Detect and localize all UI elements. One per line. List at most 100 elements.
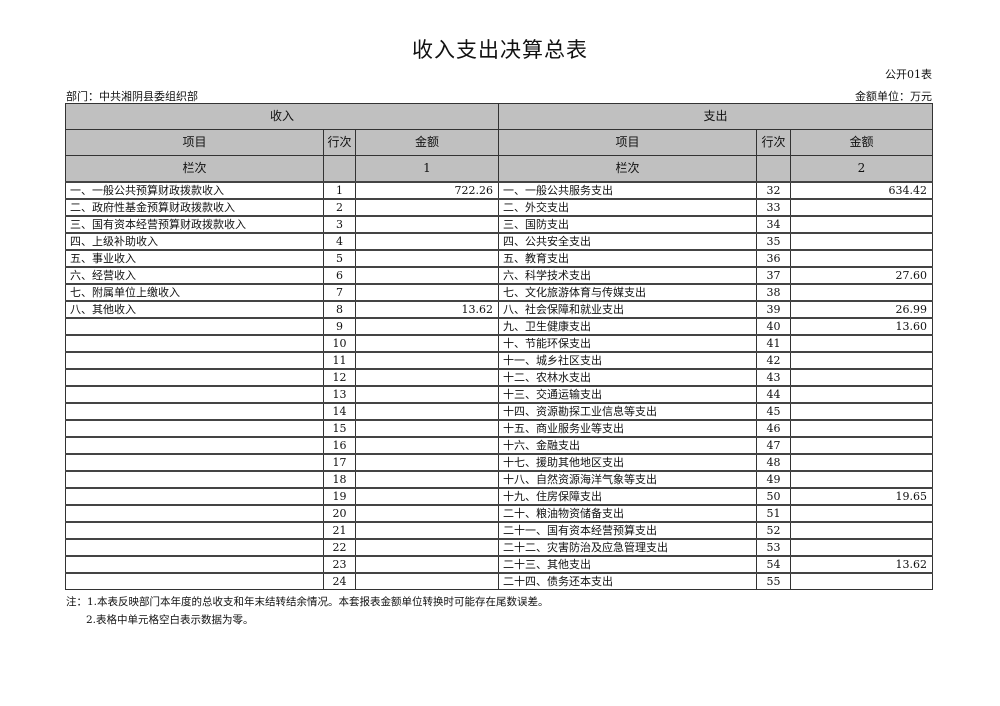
income-line-no: 3 <box>323 215 356 234</box>
income-item <box>65 453 324 472</box>
table-row: 14 十四、资源勘探工业信息等支出 45 <box>65 402 933 421</box>
unit-label: 金额单位：万元 <box>855 90 932 103</box>
expense-item: 十七、援助其他地区支出 <box>498 453 757 472</box>
table-area: 收入 支出 项目 行次 金额 项目 行次 金额 栏次 1 栏次 2 一、一般公共… <box>65 103 933 629</box>
income-line-no: 18 <box>323 470 356 489</box>
expense-amount <box>790 198 933 217</box>
income-item <box>65 419 324 438</box>
expense-amount <box>790 283 933 302</box>
expense-item: 十五、商业服务业等支出 <box>498 419 757 438</box>
expense-item: 一、一般公共服务支出 <box>498 181 757 200</box>
income-item <box>65 555 324 574</box>
expense-amount: 634.42 <box>790 181 933 200</box>
income-amount <box>355 351 499 370</box>
notes: 注：1.本表反映部门本年度的总收支和年末结转结余情况。本套报表金额单位转换时可能… <box>66 593 932 629</box>
income-line-no: 23 <box>323 555 356 574</box>
income-item <box>65 538 324 557</box>
table-row: 12 十二、农林水支出 43 <box>65 368 933 387</box>
income-item: 五、事业收入 <box>65 249 324 268</box>
income-amount <box>355 334 499 353</box>
expense-line-no: 51 <box>756 504 791 523</box>
income-amount <box>355 453 499 472</box>
expense-line-no: 49 <box>756 470 791 489</box>
income-line-no: 12 <box>323 368 356 387</box>
income-item: 八、其他收入 <box>65 300 324 319</box>
expense-item: 九、卫生健康支出 <box>498 317 757 336</box>
income-amount <box>355 504 499 523</box>
expense-line-no: 47 <box>756 436 791 455</box>
expense-line-blank <box>756 155 791 183</box>
income-amount <box>355 470 499 489</box>
income-line-no: 11 <box>323 351 356 370</box>
income-item: 一、一般公共预算财政拨款收入 <box>65 181 324 200</box>
income-item <box>65 402 324 421</box>
column-number-row: 栏次 1 栏次 2 <box>65 155 933 183</box>
expense-amount: 13.60 <box>790 317 933 336</box>
expense-item: 七、文化旅游体育与传媒支出 <box>498 283 757 302</box>
expense-line-header: 行次 <box>756 129 791 156</box>
income-amount <box>355 198 499 217</box>
income-item <box>65 368 324 387</box>
expense-item: 六、科学技术支出 <box>498 266 757 285</box>
expense-amount <box>790 436 933 455</box>
expense-item: 十九、住房保障支出 <box>498 487 757 506</box>
expense-item: 八、社会保障和就业支出 <box>498 300 757 319</box>
income-item: 六、经营收入 <box>65 266 324 285</box>
expense-amount <box>790 402 933 421</box>
expense-item: 二、外交支出 <box>498 198 757 217</box>
income-amount <box>355 266 499 285</box>
expense-item: 十八、自然资源海洋气象等支出 <box>498 470 757 489</box>
form-number: 公开01表 <box>885 68 932 81</box>
expense-amount <box>790 572 933 590</box>
table-row: 22 二十二、灾害防治及应急管理支出 53 <box>65 538 933 557</box>
table-row: 17 十七、援助其他地区支出 48 <box>65 453 933 472</box>
income-line-no: 4 <box>323 232 356 251</box>
income-line-no: 8 <box>323 300 356 319</box>
expense-item: 二十三、其他支出 <box>498 555 757 574</box>
income-amount <box>355 555 499 574</box>
income-amount <box>355 385 499 404</box>
income-amount <box>355 419 499 438</box>
table-row: 11 十一、城乡社区支出 42 <box>65 351 933 370</box>
income-item <box>65 487 324 506</box>
expense-line-no: 34 <box>756 215 791 234</box>
expense-item: 二十、粮油物资储备支出 <box>498 504 757 523</box>
table-row: 三、国有资本经营预算财政拨款收入 3 三、国防支出 34 <box>65 215 933 234</box>
expense-amount <box>790 215 933 234</box>
income-line-no: 5 <box>323 249 356 268</box>
expense-line-no: 35 <box>756 232 791 251</box>
table-row: 16 十六、金融支出 47 <box>65 436 933 455</box>
income-item <box>65 385 324 404</box>
expense-item: 五、教育支出 <box>498 249 757 268</box>
income-amount <box>355 487 499 506</box>
income-amount <box>355 538 499 557</box>
table-row: 六、经营收入 6 六、科学技术支出 37 27.60 <box>65 266 933 285</box>
expense-line-no: 43 <box>756 368 791 387</box>
expense-amount <box>790 504 933 523</box>
income-amount <box>355 283 499 302</box>
expense-item: 十一、城乡社区支出 <box>498 351 757 370</box>
expense-amount: 26.99 <box>790 300 933 319</box>
income-line-no: 19 <box>323 487 356 506</box>
expense-item: 十三、交通运输支出 <box>498 385 757 404</box>
income-amount <box>355 436 499 455</box>
income-amount <box>355 215 499 234</box>
income-line-no: 9 <box>323 317 356 336</box>
income-amount: 722.26 <box>355 181 499 200</box>
expense-amount <box>790 419 933 438</box>
expense-amount: 19.65 <box>790 487 933 506</box>
income-line-no: 10 <box>323 334 356 353</box>
income-item <box>65 351 324 370</box>
expense-item-header: 项目 <box>498 129 757 156</box>
expense-line-no: 36 <box>756 249 791 268</box>
income-line-no: 16 <box>323 436 356 455</box>
income-item: 四、上级补助收入 <box>65 232 324 251</box>
income-amount: 13.62 <box>355 300 499 319</box>
expense-column-label: 栏次 <box>498 155 757 183</box>
table-row: 19 十九、住房保障支出 50 19.65 <box>65 487 933 506</box>
income-amount <box>355 317 499 336</box>
expense-line-no: 45 <box>756 402 791 421</box>
income-line-header: 行次 <box>323 129 356 156</box>
income-line-no: 24 <box>323 572 356 590</box>
table-row: 15 十五、商业服务业等支出 46 <box>65 419 933 438</box>
